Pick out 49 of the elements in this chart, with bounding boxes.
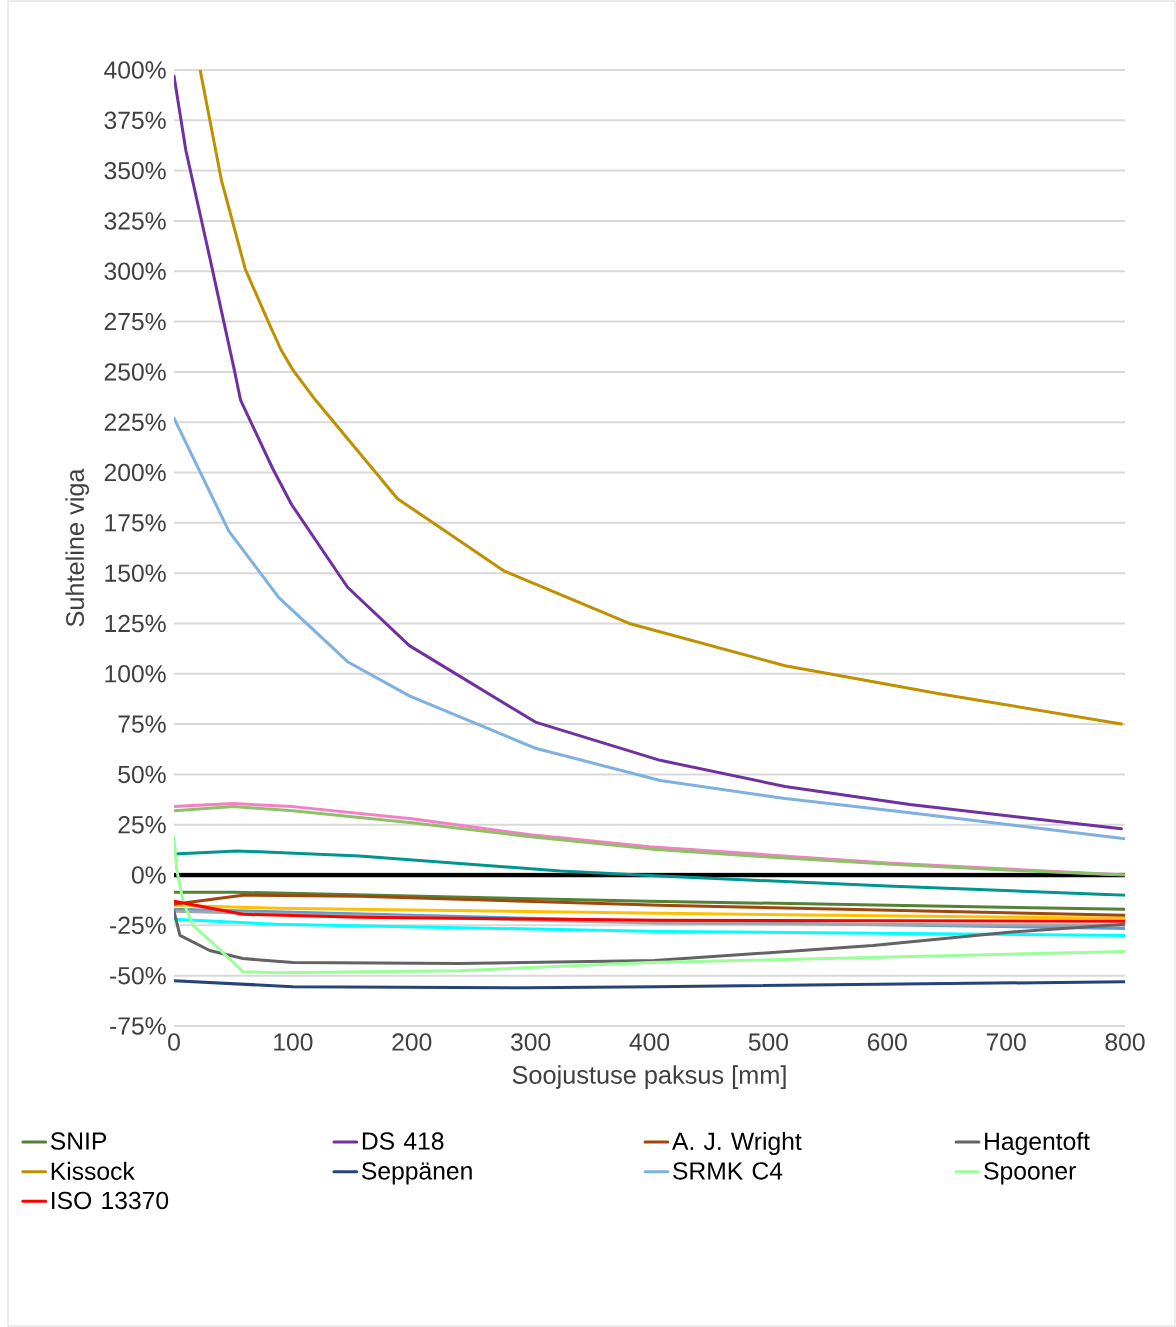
y-tick-label: -25% <box>110 916 166 935</box>
legend-label: Seppänen <box>362 1162 472 1185</box>
y-tick-label: 25% <box>118 815 166 834</box>
y-tick-label: 350% <box>104 161 166 180</box>
legend-label: Kissock <box>51 1161 135 1180</box>
line-series <box>174 909 1125 966</box>
y-tick-label: 375% <box>104 111 166 130</box>
legend-label: A. J. Wright <box>672 1131 802 1155</box>
line-series <box>174 849 1125 897</box>
y-tick-label: 275% <box>104 312 166 331</box>
legend-label: SRMK C4 <box>673 1162 783 1180</box>
y-axis-title: Suhteline viga <box>65 468 90 627</box>
y-tick-label: 325% <box>104 212 166 230</box>
legend-label: SNIP <box>50 1132 107 1150</box>
line-series <box>174 917 1125 937</box>
x-tick-label: 700 <box>986 1033 1026 1051</box>
x-tick-label: 800 <box>1105 1033 1145 1051</box>
y-tick-label: 150% <box>105 564 166 582</box>
x-tick-label: 100 <box>274 1033 313 1051</box>
x-tick-label: 600 <box>867 1033 907 1051</box>
line-series <box>174 835 1125 975</box>
legend-label: ISO 13370 <box>52 1191 169 1210</box>
legend-label: Spooner <box>984 1162 1076 1185</box>
x-tick-label: 200 <box>392 1033 432 1051</box>
line-series <box>198 69 1123 726</box>
line-series <box>174 893 1125 917</box>
y-tick-label: 400% <box>104 61 166 79</box>
x-tick-label: 400 <box>629 1033 670 1051</box>
y-tick-label: 250% <box>104 363 166 381</box>
y-tick-label: 100% <box>105 665 166 683</box>
x-tick-label: 300 <box>510 1033 551 1051</box>
y-tick-label: 0% <box>131 866 166 884</box>
y-tick-label: 200% <box>104 463 166 482</box>
line-series <box>174 416 1125 841</box>
x-tick-label: 0 <box>168 1033 180 1051</box>
y-tick-label: -75% <box>110 1017 166 1035</box>
y-tick-label: 50% <box>118 765 166 784</box>
y-tick-label: 75% <box>118 715 166 733</box>
y-tick-label: 175% <box>105 514 166 532</box>
line-series <box>174 979 1125 990</box>
line-series <box>174 74 1123 831</box>
legend-label: Hagentoft <box>985 1131 1090 1155</box>
x-axis-title: Soojustuse paksus [mm] <box>512 1065 786 1089</box>
x-tick-label: 500 <box>748 1033 788 1051</box>
legend-label: DS 418 <box>362 1132 444 1150</box>
y-tick-label: 125% <box>105 614 166 633</box>
y-tick-label: -50% <box>110 966 166 985</box>
y-tick-label: 225% <box>104 413 166 431</box>
y-tick-label: 300% <box>104 262 166 280</box>
